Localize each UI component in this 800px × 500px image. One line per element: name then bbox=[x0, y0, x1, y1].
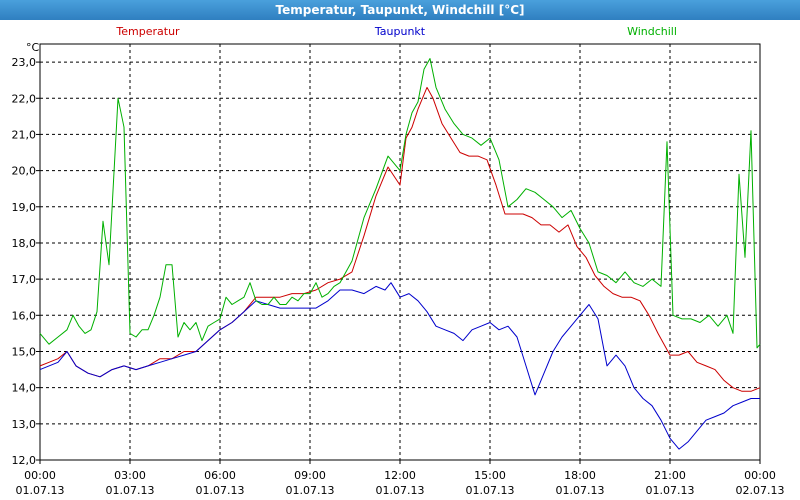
y-tick-label-8: 20,0 bbox=[12, 165, 37, 178]
chart-title: Temperatur, Taupunkt, Windchill [°C] bbox=[0, 0, 800, 20]
series-line-windchill bbox=[39, 58, 761, 349]
x-tick-date-4: 01.07.13 bbox=[376, 484, 425, 497]
y-tick-label-5: 17,0 bbox=[12, 273, 37, 286]
x-tick-date-2: 01.07.13 bbox=[196, 484, 245, 497]
y-tick-label-9: 21,0 bbox=[12, 128, 37, 141]
y-tick-label-7: 19,0 bbox=[12, 201, 37, 214]
y-tick-label-0: 12,0 bbox=[12, 454, 37, 467]
y-tick-label-6: 18,0 bbox=[12, 237, 37, 250]
x-tick-date-3: 01.07.13 bbox=[286, 484, 335, 497]
y-tick-label-10: 22,0 bbox=[12, 92, 37, 105]
line-chart: 12,0 13,0 14,0 15,0 16,0 17,0 18,0 19,0 20,0 21,0… bbox=[12, 25, 785, 497]
x-tick-time-3: 09:00 bbox=[294, 469, 326, 482]
x-tick-date-0: 01.07.13 bbox=[16, 484, 65, 497]
y-tick-label-3: 15,0 bbox=[12, 345, 37, 358]
legend-windchill: Windchill bbox=[627, 25, 677, 38]
x-tick-time-2: 06:00 bbox=[204, 469, 236, 482]
legend-temperatur: Temperatur bbox=[115, 25, 180, 38]
series-lines bbox=[39, 58, 761, 450]
x-tick-date-7: 01.07.13 bbox=[646, 484, 695, 497]
y-axis-unit: °C bbox=[26, 41, 40, 54]
y-tick-label-2: 14,0 bbox=[12, 382, 37, 395]
x-tick-time-4: 12:00 bbox=[384, 469, 416, 482]
x-tick-date-1: 01.07.13 bbox=[106, 484, 155, 497]
y-tick-label-11: 23,0 bbox=[12, 56, 37, 69]
x-tick-time-7: 21:00 bbox=[654, 469, 686, 482]
x-tick-time-8: 00:00 bbox=[744, 469, 776, 482]
y-axis-ticks: 12,0 13,0 14,0 15,0 16,0 17,0 18,0 19,0 20,0 21,0… bbox=[12, 56, 40, 467]
x-tick-date-5: 01.07.13 bbox=[466, 484, 515, 497]
x-tick-time-6: 18:00 bbox=[564, 469, 596, 482]
y-tick-label-1: 13,0 bbox=[12, 418, 37, 431]
plot-area bbox=[39, 43, 761, 461]
x-tick-time-5: 15:00 bbox=[474, 469, 506, 482]
x-tick-date-8: 02.07.13 bbox=[736, 484, 785, 497]
x-tick-date-6: 01.07.13 bbox=[556, 484, 605, 497]
legend-taupunkt: Taupunkt bbox=[374, 25, 426, 38]
series-line-taupunkt bbox=[39, 282, 760, 450]
x-tick-time-0: 00:00 bbox=[24, 469, 56, 482]
y-tick-label-4: 16,0 bbox=[12, 309, 37, 322]
x-axis-ticks: 00:00 01.07.13 03:00 01.07.13 06:00 01.07.13 0… bbox=[16, 460, 785, 497]
x-tick-time-1: 03:00 bbox=[114, 469, 146, 482]
